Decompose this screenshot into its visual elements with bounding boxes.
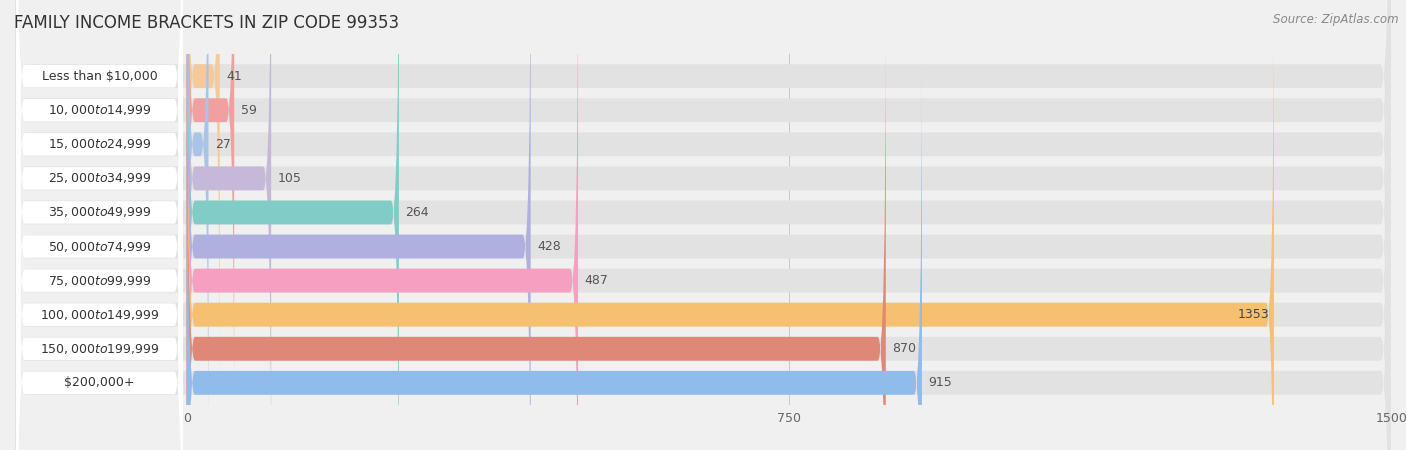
Text: 264: 264: [405, 206, 429, 219]
Text: $75,000 to $99,999: $75,000 to $99,999: [48, 274, 152, 288]
FancyBboxPatch shape: [187, 0, 271, 450]
Text: $200,000+: $200,000+: [65, 376, 135, 389]
Text: 59: 59: [240, 104, 256, 117]
FancyBboxPatch shape: [17, 0, 183, 450]
FancyBboxPatch shape: [187, 0, 219, 405]
FancyBboxPatch shape: [187, 54, 922, 450]
FancyBboxPatch shape: [15, 0, 1391, 450]
Text: 105: 105: [277, 172, 301, 185]
FancyBboxPatch shape: [15, 0, 1391, 450]
Text: 1353: 1353: [1237, 308, 1270, 321]
Text: 428: 428: [537, 240, 561, 253]
FancyBboxPatch shape: [15, 0, 1391, 450]
FancyBboxPatch shape: [17, 53, 183, 450]
FancyBboxPatch shape: [15, 0, 1391, 450]
FancyBboxPatch shape: [15, 0, 1391, 450]
FancyBboxPatch shape: [17, 0, 183, 406]
FancyBboxPatch shape: [17, 0, 183, 450]
FancyBboxPatch shape: [15, 0, 1391, 450]
Text: $10,000 to $14,999: $10,000 to $14,999: [48, 103, 152, 117]
FancyBboxPatch shape: [187, 0, 578, 450]
Text: $150,000 to $199,999: $150,000 to $199,999: [39, 342, 159, 356]
FancyBboxPatch shape: [15, 0, 1391, 450]
Text: 487: 487: [585, 274, 609, 287]
FancyBboxPatch shape: [17, 0, 183, 450]
Text: $15,000 to $24,999: $15,000 to $24,999: [48, 137, 152, 151]
FancyBboxPatch shape: [187, 0, 208, 450]
FancyBboxPatch shape: [187, 0, 530, 450]
Text: $35,000 to $49,999: $35,000 to $49,999: [48, 206, 152, 220]
FancyBboxPatch shape: [17, 0, 183, 450]
FancyBboxPatch shape: [17, 0, 183, 450]
FancyBboxPatch shape: [17, 19, 183, 450]
Text: $50,000 to $74,999: $50,000 to $74,999: [48, 239, 152, 253]
FancyBboxPatch shape: [187, 0, 399, 450]
FancyBboxPatch shape: [15, 0, 1391, 450]
Text: 915: 915: [928, 376, 952, 389]
Text: Source: ZipAtlas.com: Source: ZipAtlas.com: [1274, 14, 1399, 27]
Text: 870: 870: [893, 342, 917, 355]
FancyBboxPatch shape: [15, 0, 1391, 450]
Text: $100,000 to $149,999: $100,000 to $149,999: [39, 308, 159, 322]
Text: FAMILY INCOME BRACKETS IN ZIP CODE 99353: FAMILY INCOME BRACKETS IN ZIP CODE 99353: [14, 14, 399, 32]
Text: Less than $10,000: Less than $10,000: [42, 70, 157, 83]
FancyBboxPatch shape: [17, 0, 183, 440]
FancyBboxPatch shape: [15, 0, 1391, 450]
Text: 27: 27: [215, 138, 231, 151]
Text: $25,000 to $34,999: $25,000 to $34,999: [48, 171, 152, 185]
Text: 41: 41: [226, 70, 242, 83]
FancyBboxPatch shape: [187, 0, 1274, 450]
FancyBboxPatch shape: [187, 0, 235, 439]
FancyBboxPatch shape: [17, 0, 183, 450]
FancyBboxPatch shape: [187, 20, 886, 450]
